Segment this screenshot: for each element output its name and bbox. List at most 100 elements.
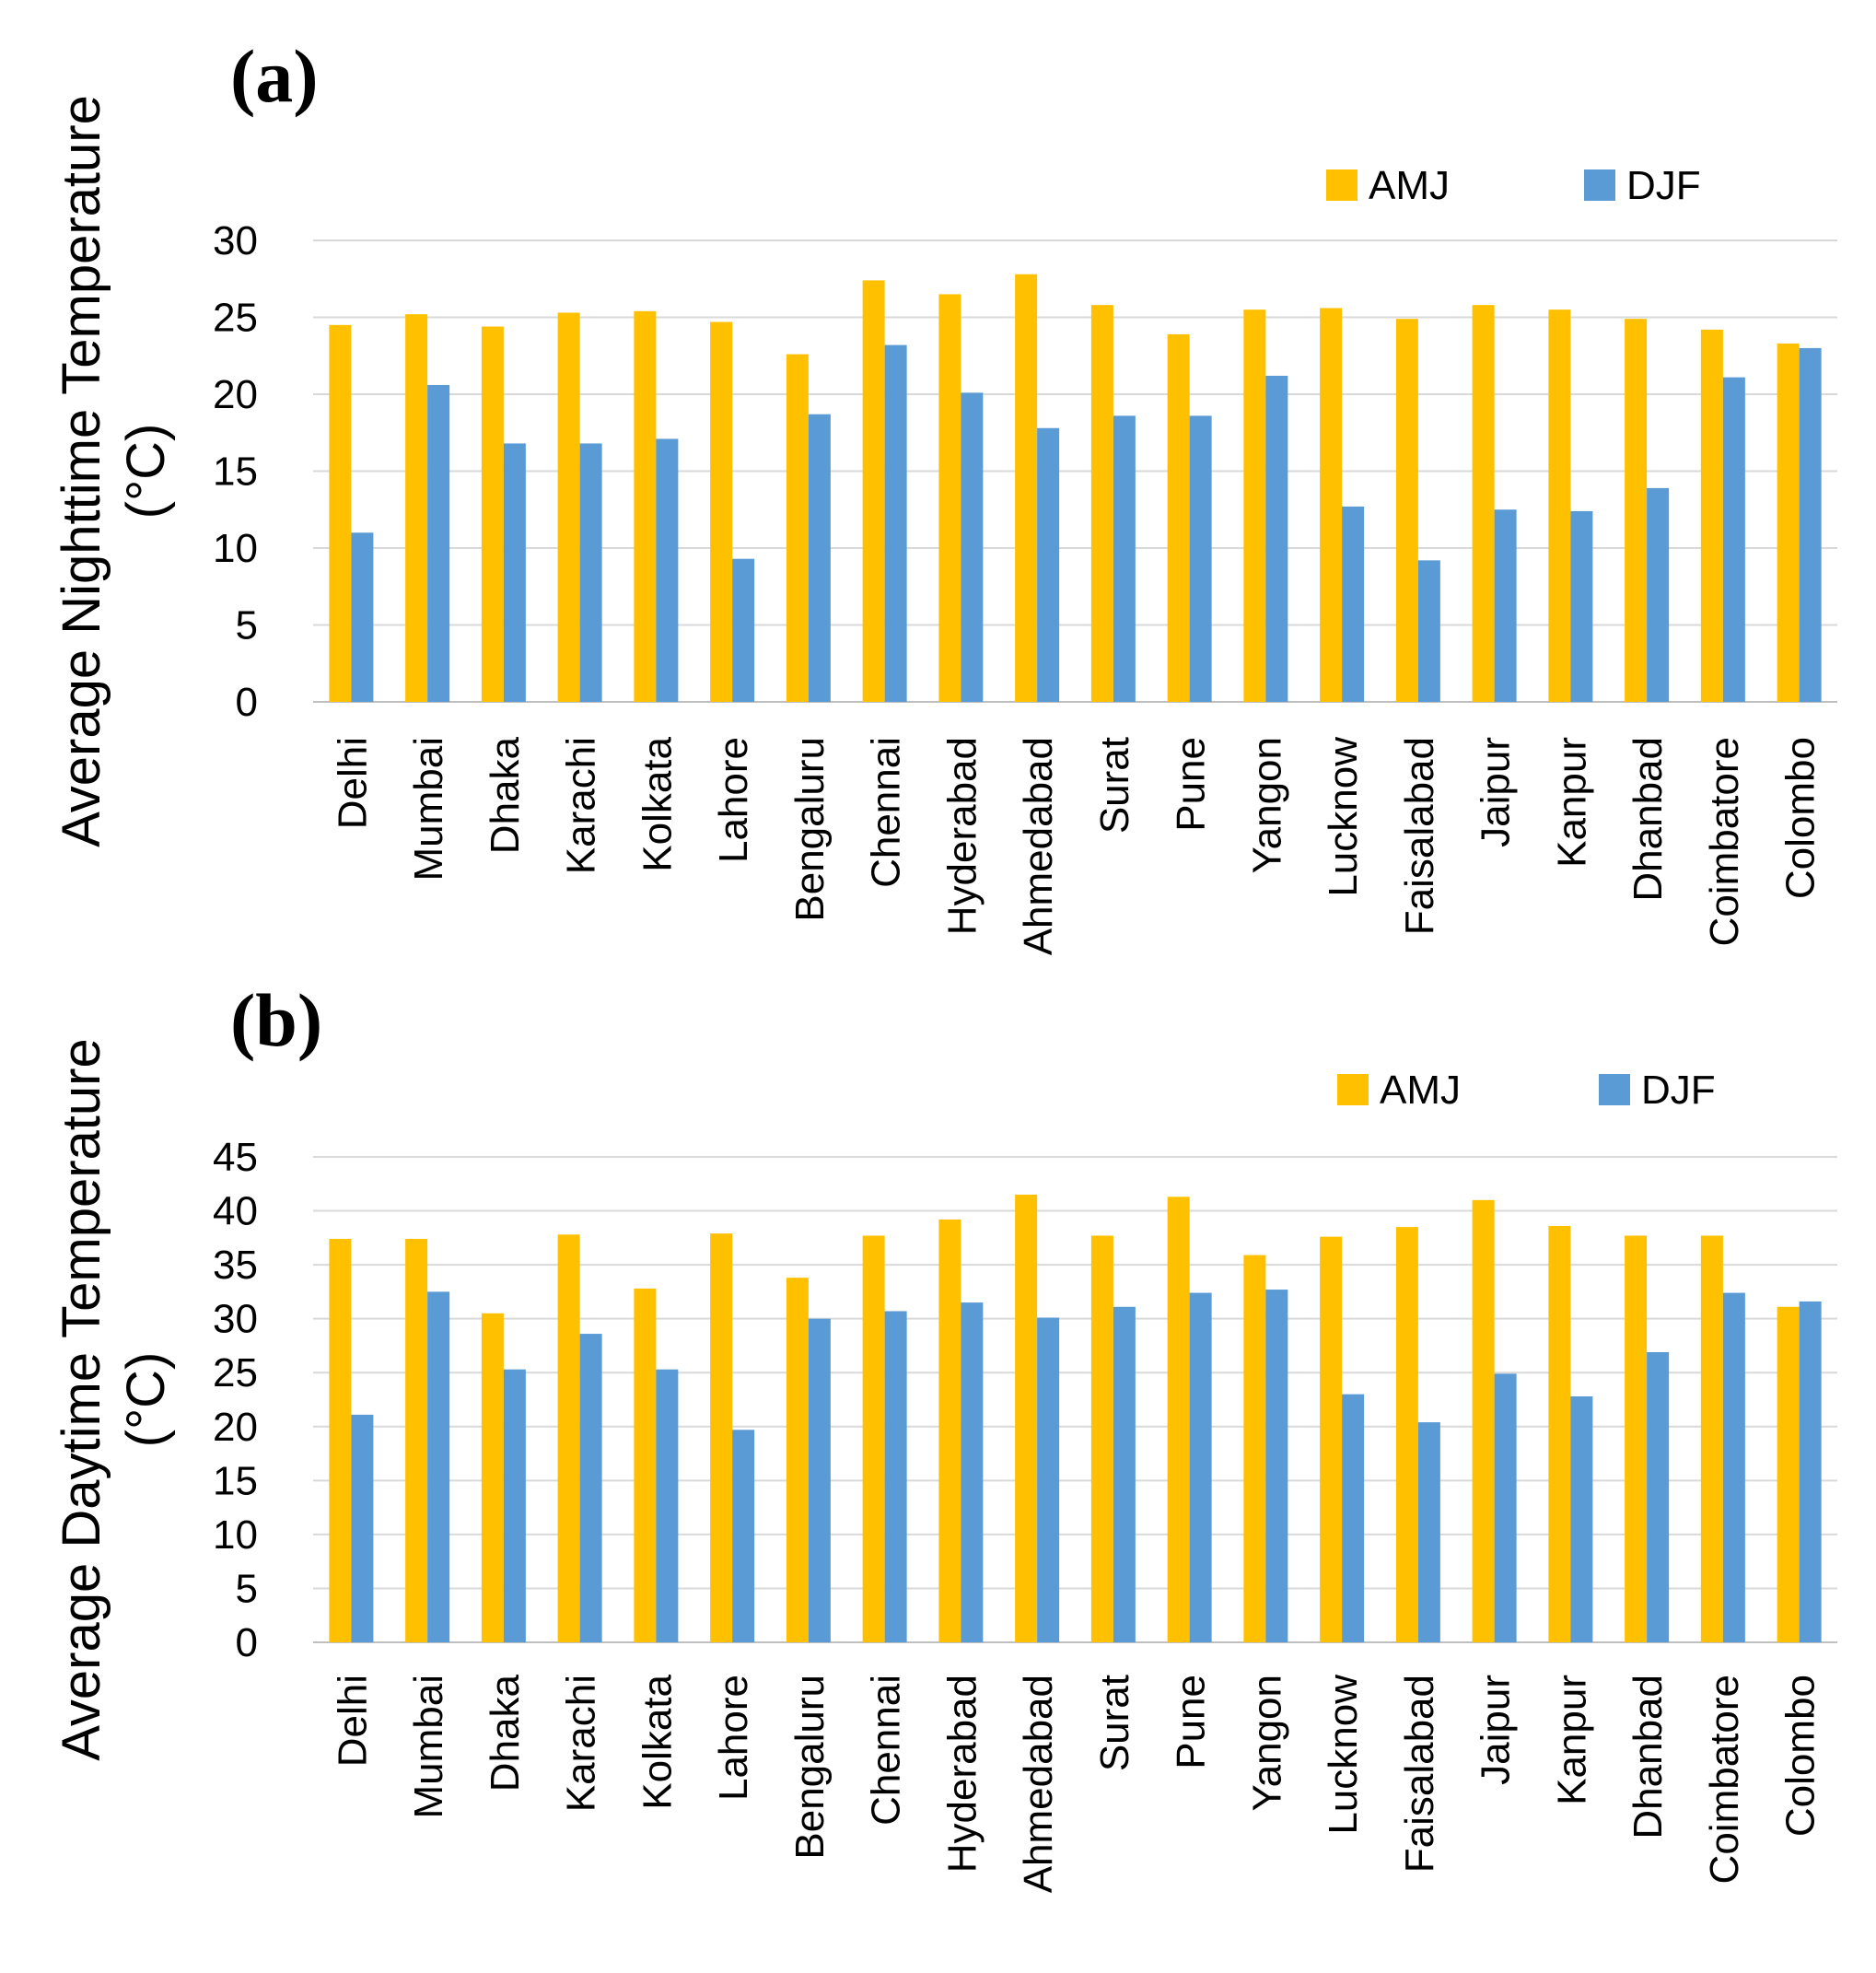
bar-djf-karachi — [579, 443, 602, 702]
bar-amj-coimbatore — [1700, 1235, 1723, 1642]
y-tick-label: 30 — [213, 218, 258, 263]
bar-djf-dhanbad — [1647, 1351, 1670, 1642]
bar-amj-pune — [1167, 333, 1190, 702]
y-tick-label: 10 — [213, 526, 258, 571]
x-tick-label: Dhaka — [483, 736, 528, 854]
x-tick-label: Pune — [1169, 737, 1214, 832]
bar-djf-surat — [1113, 415, 1136, 702]
y-tick-label: 25 — [213, 1350, 258, 1395]
bar-djf-faisalabad — [1417, 560, 1440, 702]
panel-label: (b) — [230, 978, 322, 1062]
x-tick-label: Lahore — [711, 737, 756, 863]
bar-amj-pune — [1167, 1197, 1190, 1642]
bar-amj-karachi — [557, 1234, 580, 1642]
bar-amj-kanpur — [1548, 1225, 1571, 1642]
x-tick-label: Mumbai — [406, 1675, 451, 1819]
bar-djf-lahore — [732, 558, 755, 702]
bar-djf-lucknow — [1342, 1394, 1365, 1642]
legend-swatch-djf — [1599, 1074, 1630, 1105]
legend-label-djf: DJF — [1626, 163, 1701, 208]
x-tick-label: Dhaka — [483, 1674, 528, 1792]
y-tick-label: 30 — [213, 1297, 258, 1342]
x-tick-label: Surat — [1092, 1675, 1137, 1771]
bar-amj-kolkata — [634, 310, 657, 702]
x-tick-label: Kanpur — [1549, 737, 1594, 868]
bar-djf-lahore — [732, 1430, 755, 1642]
bar-djf-dhaka — [503, 1369, 526, 1642]
bar-amj-chennai — [862, 280, 885, 702]
x-tick-label: Lucknow — [1321, 737, 1366, 897]
y-tick-label: 10 — [213, 1512, 258, 1558]
x-tick-label: Karachi — [559, 1675, 604, 1812]
y-tick-label: 45 — [213, 1135, 258, 1180]
bar-amj-delhi — [329, 1239, 352, 1642]
bar-djf-jaipur — [1494, 509, 1517, 702]
bar-djf-bengaluru — [808, 414, 831, 702]
x-tick-label: Coimbatore — [1702, 1675, 1747, 1884]
bar-djf-surat — [1113, 1306, 1136, 1642]
bar-amj-kanpur — [1548, 309, 1571, 702]
y-tick-label: 35 — [213, 1243, 258, 1288]
x-tick-label: Colombo — [1778, 1675, 1824, 1837]
bar-amj-karachi — [557, 312, 580, 702]
x-tick-label: Kolkata — [635, 1674, 680, 1809]
bar-amj-kolkata — [634, 1288, 657, 1642]
x-tick-label: Pune — [1169, 1675, 1214, 1769]
x-tick-label: Jaipur — [1474, 1675, 1519, 1785]
x-tick-label: Surat — [1092, 737, 1137, 834]
bar-djf-kolkata — [656, 1369, 679, 1642]
legend-label-amj: AMJ — [1369, 163, 1450, 208]
bar-amj-bengaluru — [786, 1278, 809, 1642]
y-tick-label: 40 — [213, 1189, 258, 1234]
bar-djf-karachi — [579, 1334, 602, 1642]
bar-djf-dhanbad — [1647, 487, 1670, 702]
y-axis-title: Average Nighttime Temperature — [52, 95, 111, 847]
bar-djf-colombo — [1799, 347, 1822, 702]
x-tick-label: Delhi — [330, 737, 375, 829]
bar-djf-hyderabad — [961, 392, 984, 702]
bar-djf-hyderabad — [961, 1302, 984, 1642]
y-tick-label: 5 — [236, 1566, 258, 1611]
panel-label: (a) — [230, 34, 319, 118]
bar-amj-dhanbad — [1625, 1235, 1648, 1642]
x-tick-label: Kolkata — [635, 736, 680, 871]
bar-amj-bengaluru — [786, 354, 809, 702]
bar-amj-lucknow — [1320, 308, 1343, 702]
legend-swatch-amj — [1326, 169, 1357, 201]
x-tick-label: Lucknow — [1321, 1675, 1366, 1835]
bar-amj-faisalabad — [1395, 1227, 1418, 1642]
bar-djf-pune — [1189, 1292, 1212, 1642]
x-tick-label: Ahmedabad — [1016, 737, 1061, 955]
bar-djf-kanpur — [1570, 1395, 1593, 1642]
bar-amj-chennai — [862, 1235, 885, 1642]
y-tick-label: 20 — [213, 1405, 258, 1450]
y-tick-label: 15 — [213, 1458, 258, 1503]
bar-djf-chennai — [884, 1311, 907, 1642]
bar-djf-yangon — [1265, 1290, 1288, 1642]
x-tick-label: Yangon — [1244, 737, 1289, 873]
bar-amj-jaipur — [1472, 305, 1495, 702]
y-tick-label: 25 — [213, 296, 258, 341]
bar-djf-ahmedabad — [1037, 427, 1060, 702]
bar-amj-delhi — [329, 324, 352, 702]
bar-amj-colombo — [1777, 343, 1800, 702]
bar-amj-faisalabad — [1395, 319, 1418, 702]
legend-swatch-djf — [1584, 169, 1615, 201]
bar-djf-delhi — [351, 532, 374, 702]
bar-djf-ahmedabad — [1037, 1317, 1060, 1642]
bar-amj-lahore — [710, 1233, 733, 1642]
bar-djf-yangon — [1265, 375, 1288, 702]
x-tick-label: Jaipur — [1474, 737, 1519, 847]
bar-djf-coimbatore — [1722, 1292, 1745, 1642]
bar-djf-mumbai — [427, 1291, 450, 1642]
x-tick-label: Delhi — [330, 1675, 375, 1767]
bar-djf-lucknow — [1342, 506, 1365, 702]
x-tick-label: Lahore — [711, 1675, 756, 1801]
x-tick-label: Bengaluru — [787, 1675, 833, 1860]
y-tick-label: 20 — [213, 372, 258, 417]
bar-amj-hyderabad — [938, 294, 961, 702]
bar-djf-pune — [1189, 415, 1212, 702]
bar-amj-surat — [1090, 305, 1113, 702]
bar-amj-mumbai — [405, 1239, 428, 1642]
y-tick-label: 15 — [213, 449, 258, 495]
